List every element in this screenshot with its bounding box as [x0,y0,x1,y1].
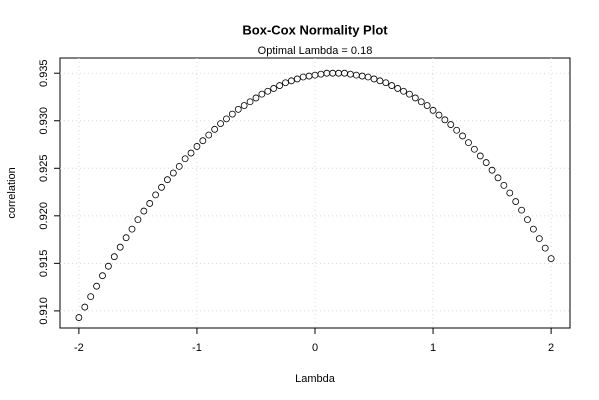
x-tick-label: 1 [430,342,436,354]
point [217,120,224,127]
point [258,90,266,98]
point [530,225,537,233]
point [518,206,525,214]
point [494,174,502,182]
point [110,253,118,261]
x-axis-label: Lambda [295,373,336,385]
point [476,152,484,160]
point [506,189,514,197]
point [500,181,508,189]
point [211,125,219,133]
point [388,82,396,89]
point [429,106,437,114]
point [223,115,230,123]
point [252,94,260,102]
point [270,85,278,92]
point [547,255,555,262]
point [370,75,378,83]
x-tick-label: -1 [192,342,202,354]
point [146,200,154,207]
point [276,82,283,89]
point [459,132,466,140]
point [541,244,549,252]
point [240,102,248,109]
point [423,102,431,109]
point [435,111,443,119]
point [447,121,455,128]
point [488,166,496,174]
point [470,145,478,153]
point [122,234,130,242]
point [99,272,106,280]
point [282,79,289,87]
y-tick-label: 0.925 [38,155,50,183]
point [287,77,295,85]
y-tick-label: 0.935 [38,59,50,87]
point [524,216,531,224]
point [364,73,372,81]
chart-title: Box-Cox Normality Plot [242,22,388,37]
point [453,126,461,134]
y-tick-label: 0.920 [38,202,50,230]
point [246,98,254,106]
point [441,116,449,124]
point [411,94,419,102]
point [512,198,520,205]
point [140,207,148,215]
point [406,90,413,98]
point [199,137,207,145]
point [382,79,390,87]
point [158,183,165,191]
x-tick-label: 2 [548,342,554,354]
y-tick-label: 0.930 [38,107,50,135]
point [175,162,183,170]
point [264,87,272,95]
x-tick-label: -2 [74,342,84,354]
y-tick-label: 0.910 [38,297,50,325]
point [187,149,195,157]
point [376,77,384,85]
point [228,110,236,118]
point [134,216,142,224]
point [87,293,95,301]
point [128,225,136,233]
point [535,235,543,243]
point [394,85,402,92]
chart-subtitle: Optimal Lambda = 0.18 [258,45,373,57]
point [181,155,189,163]
point [482,159,490,166]
point [105,262,112,270]
y-axis-label: correlation [6,167,18,218]
point [75,314,83,321]
point [169,169,177,177]
point [205,131,213,139]
point [193,143,201,150]
x-tick-label: 0 [312,342,318,354]
point [116,243,124,251]
point [152,191,160,199]
point [465,139,472,147]
point [164,176,171,184]
point [293,75,301,83]
point [234,105,242,113]
y-tick-label: 0.915 [38,250,50,278]
point [93,282,100,290]
point [417,98,425,106]
point [400,87,407,95]
point [81,303,89,311]
